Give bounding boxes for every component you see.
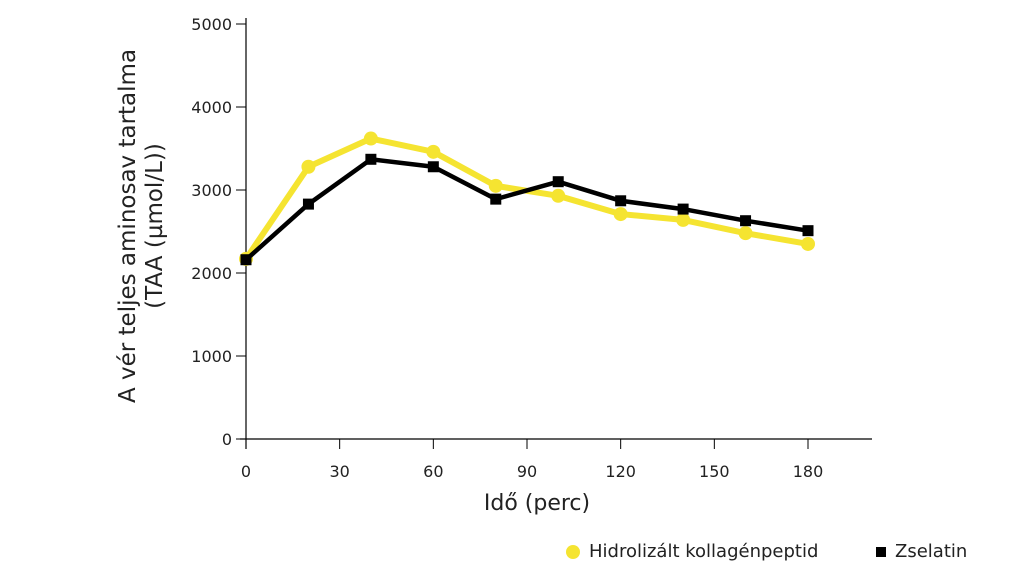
x-tick-label: 60	[423, 462, 443, 481]
x-axis-title: Idő (perc)	[484, 491, 590, 516]
legend-label-collagen: Hidrolizált kollagénpeptid	[589, 541, 819, 562]
data-point	[738, 226, 753, 241]
data-point	[363, 131, 378, 146]
square-marker-icon	[876, 546, 886, 557]
y-tick-label: 5000	[191, 15, 232, 34]
series-collagen	[239, 131, 815, 266]
data-point	[552, 176, 564, 188]
x-tick-label: 90	[517, 462, 537, 481]
series-line	[243, 135, 809, 261]
y-axis-title-line1: A vér teljes aminosav tartalma	[115, 49, 141, 403]
y-tick-label: 1000	[191, 347, 232, 366]
x-tick-label: 180	[793, 462, 824, 481]
x-tick-label: 30	[329, 462, 349, 481]
data-point	[490, 193, 502, 205]
y-ticks: 0 1000 2000 3000 4000 5000	[191, 15, 246, 449]
legend-label-gelatin: Zselatin	[895, 541, 968, 562]
circle-marker-icon	[566, 544, 580, 559]
y-tick-label: 3000	[191, 181, 232, 200]
y-tick-label: 0	[222, 430, 232, 449]
y-tick-label: 2000	[191, 264, 232, 283]
data-point	[615, 195, 627, 207]
data-point	[677, 203, 689, 215]
data-point	[676, 212, 691, 227]
data-point	[240, 254, 252, 266]
data-point	[613, 207, 628, 222]
y-axis-title-line2: (TAA (µmol/L))	[142, 143, 168, 309]
x-ticks: 0 30 60 90 120 150 180	[241, 439, 823, 481]
series-line	[244, 157, 809, 262]
x-tick-label: 150	[699, 462, 730, 481]
legend-item-collagen: Hidrolizált kollagénpeptid	[566, 541, 818, 562]
data-point	[365, 153, 377, 165]
data-point	[426, 144, 441, 159]
series-gelatin	[240, 153, 814, 266]
x-tick-label: 120	[605, 462, 636, 481]
data-point	[801, 236, 815, 251]
axes	[240, 18, 872, 449]
legend-item-gelatin: Zselatin	[876, 541, 967, 562]
data-point	[302, 198, 314, 210]
data-point	[551, 188, 566, 203]
data-point	[488, 178, 503, 193]
data-point	[427, 161, 439, 173]
x-tick-label: 0	[241, 462, 251, 481]
data-point	[740, 215, 752, 227]
y-tick-label: 4000	[191, 98, 232, 117]
data-point	[301, 159, 316, 174]
data-point	[802, 225, 814, 237]
series-group	[239, 131, 815, 266]
